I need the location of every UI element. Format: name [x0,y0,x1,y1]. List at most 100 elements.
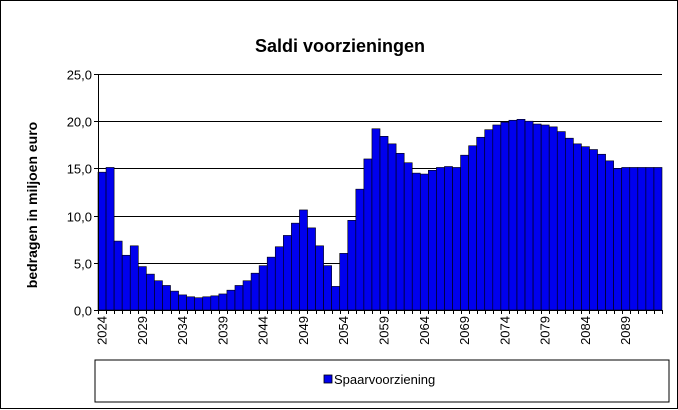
bar [428,169,437,311]
bar [331,286,341,311]
bar [411,172,421,311]
bar [597,153,606,311]
bar [186,296,195,311]
bar [540,124,550,311]
bar [637,167,647,311]
bar [444,166,453,311]
y-tick-label: 20,0 [67,115,92,130]
x-tick-label: 2084 [578,316,593,345]
bar [266,256,276,311]
bar [274,246,284,311]
bar [613,168,623,311]
bar [476,136,486,311]
y-tick-label: 0,0 [74,304,92,319]
bar [565,137,574,311]
bar [291,222,300,311]
bar [355,188,365,311]
bar [323,265,332,311]
bar [629,167,639,311]
y-tick-label: 10,0 [67,210,92,225]
chart-title: Saldi voorzieningen [255,36,425,56]
y-tick-label: 5,0 [74,257,92,272]
legend: Spaarvoorziening [94,359,670,403]
bar [146,273,155,311]
bar [234,285,244,311]
y-axis-label: bedragen in miljoen euro [24,122,40,288]
bar [556,131,566,311]
bar [347,220,357,311]
bar [452,167,461,311]
bar [97,171,107,311]
bar [170,290,179,311]
bar [524,120,534,311]
bar [653,167,663,311]
bar [573,143,582,311]
x-tick-label: 2029 [135,316,150,345]
bar [395,152,405,311]
bar [218,293,228,311]
bar [605,160,614,311]
x-tick-label: 2054 [336,316,351,345]
bar [387,143,397,311]
bar [315,245,324,311]
x-tick-label: 2034 [175,316,190,345]
y-ticks: 0,0 5,0 10,0 15,0 20,0 25,0 [67,68,98,319]
bar [508,119,518,311]
bar [307,227,316,311]
bars [97,119,663,311]
x-tick-label: 2079 [538,316,553,345]
bar [242,280,252,311]
bar [339,253,349,311]
x-tick-label: 2089 [618,316,633,345]
x-tick-label: 2039 [215,316,230,345]
x-tick-label: 2074 [497,316,512,345]
bar [403,162,413,311]
x-tick-label: 2064 [417,316,432,345]
bar [645,167,655,311]
bar [162,285,171,311]
legend-box [94,359,670,403]
legend-swatch [323,374,333,384]
bar [484,129,494,311]
bar [460,154,469,311]
bar [548,126,558,311]
bar [194,297,204,311]
x-tick-label: 2049 [296,316,311,345]
bar [121,254,131,311]
bar [113,240,123,311]
bar [258,265,268,311]
bar [226,289,236,311]
bar [210,295,220,311]
bar [137,266,147,311]
bar [468,145,477,311]
bar [105,167,115,311]
bar [419,173,429,311]
bar [492,124,502,311]
bar [363,158,373,311]
bar [178,294,187,311]
x-ticks: 2024 2029 2034 2039 2044 2049 2054 2059 2064 2069… [95,310,663,345]
y-tick-label: 15,0 [67,162,92,177]
y-tick-label: 25,0 [67,68,92,83]
bar [154,280,163,311]
x-tick-label: 2024 [95,316,110,345]
bar [500,121,510,311]
bar [589,149,598,311]
bar [532,123,542,311]
bar [581,146,590,311]
bar [129,245,139,311]
bar [202,296,212,311]
bar [299,209,308,311]
x-tick-label: 2044 [256,316,271,345]
bar [436,167,445,311]
bar [250,272,260,311]
bar [516,119,526,311]
legend-label-spaarvoorziening: Spaarvoorziening [334,372,435,387]
bar [283,235,292,311]
bar [379,136,389,311]
bar [371,128,381,311]
x-tick-label: 2059 [377,316,392,345]
bar [621,167,631,311]
